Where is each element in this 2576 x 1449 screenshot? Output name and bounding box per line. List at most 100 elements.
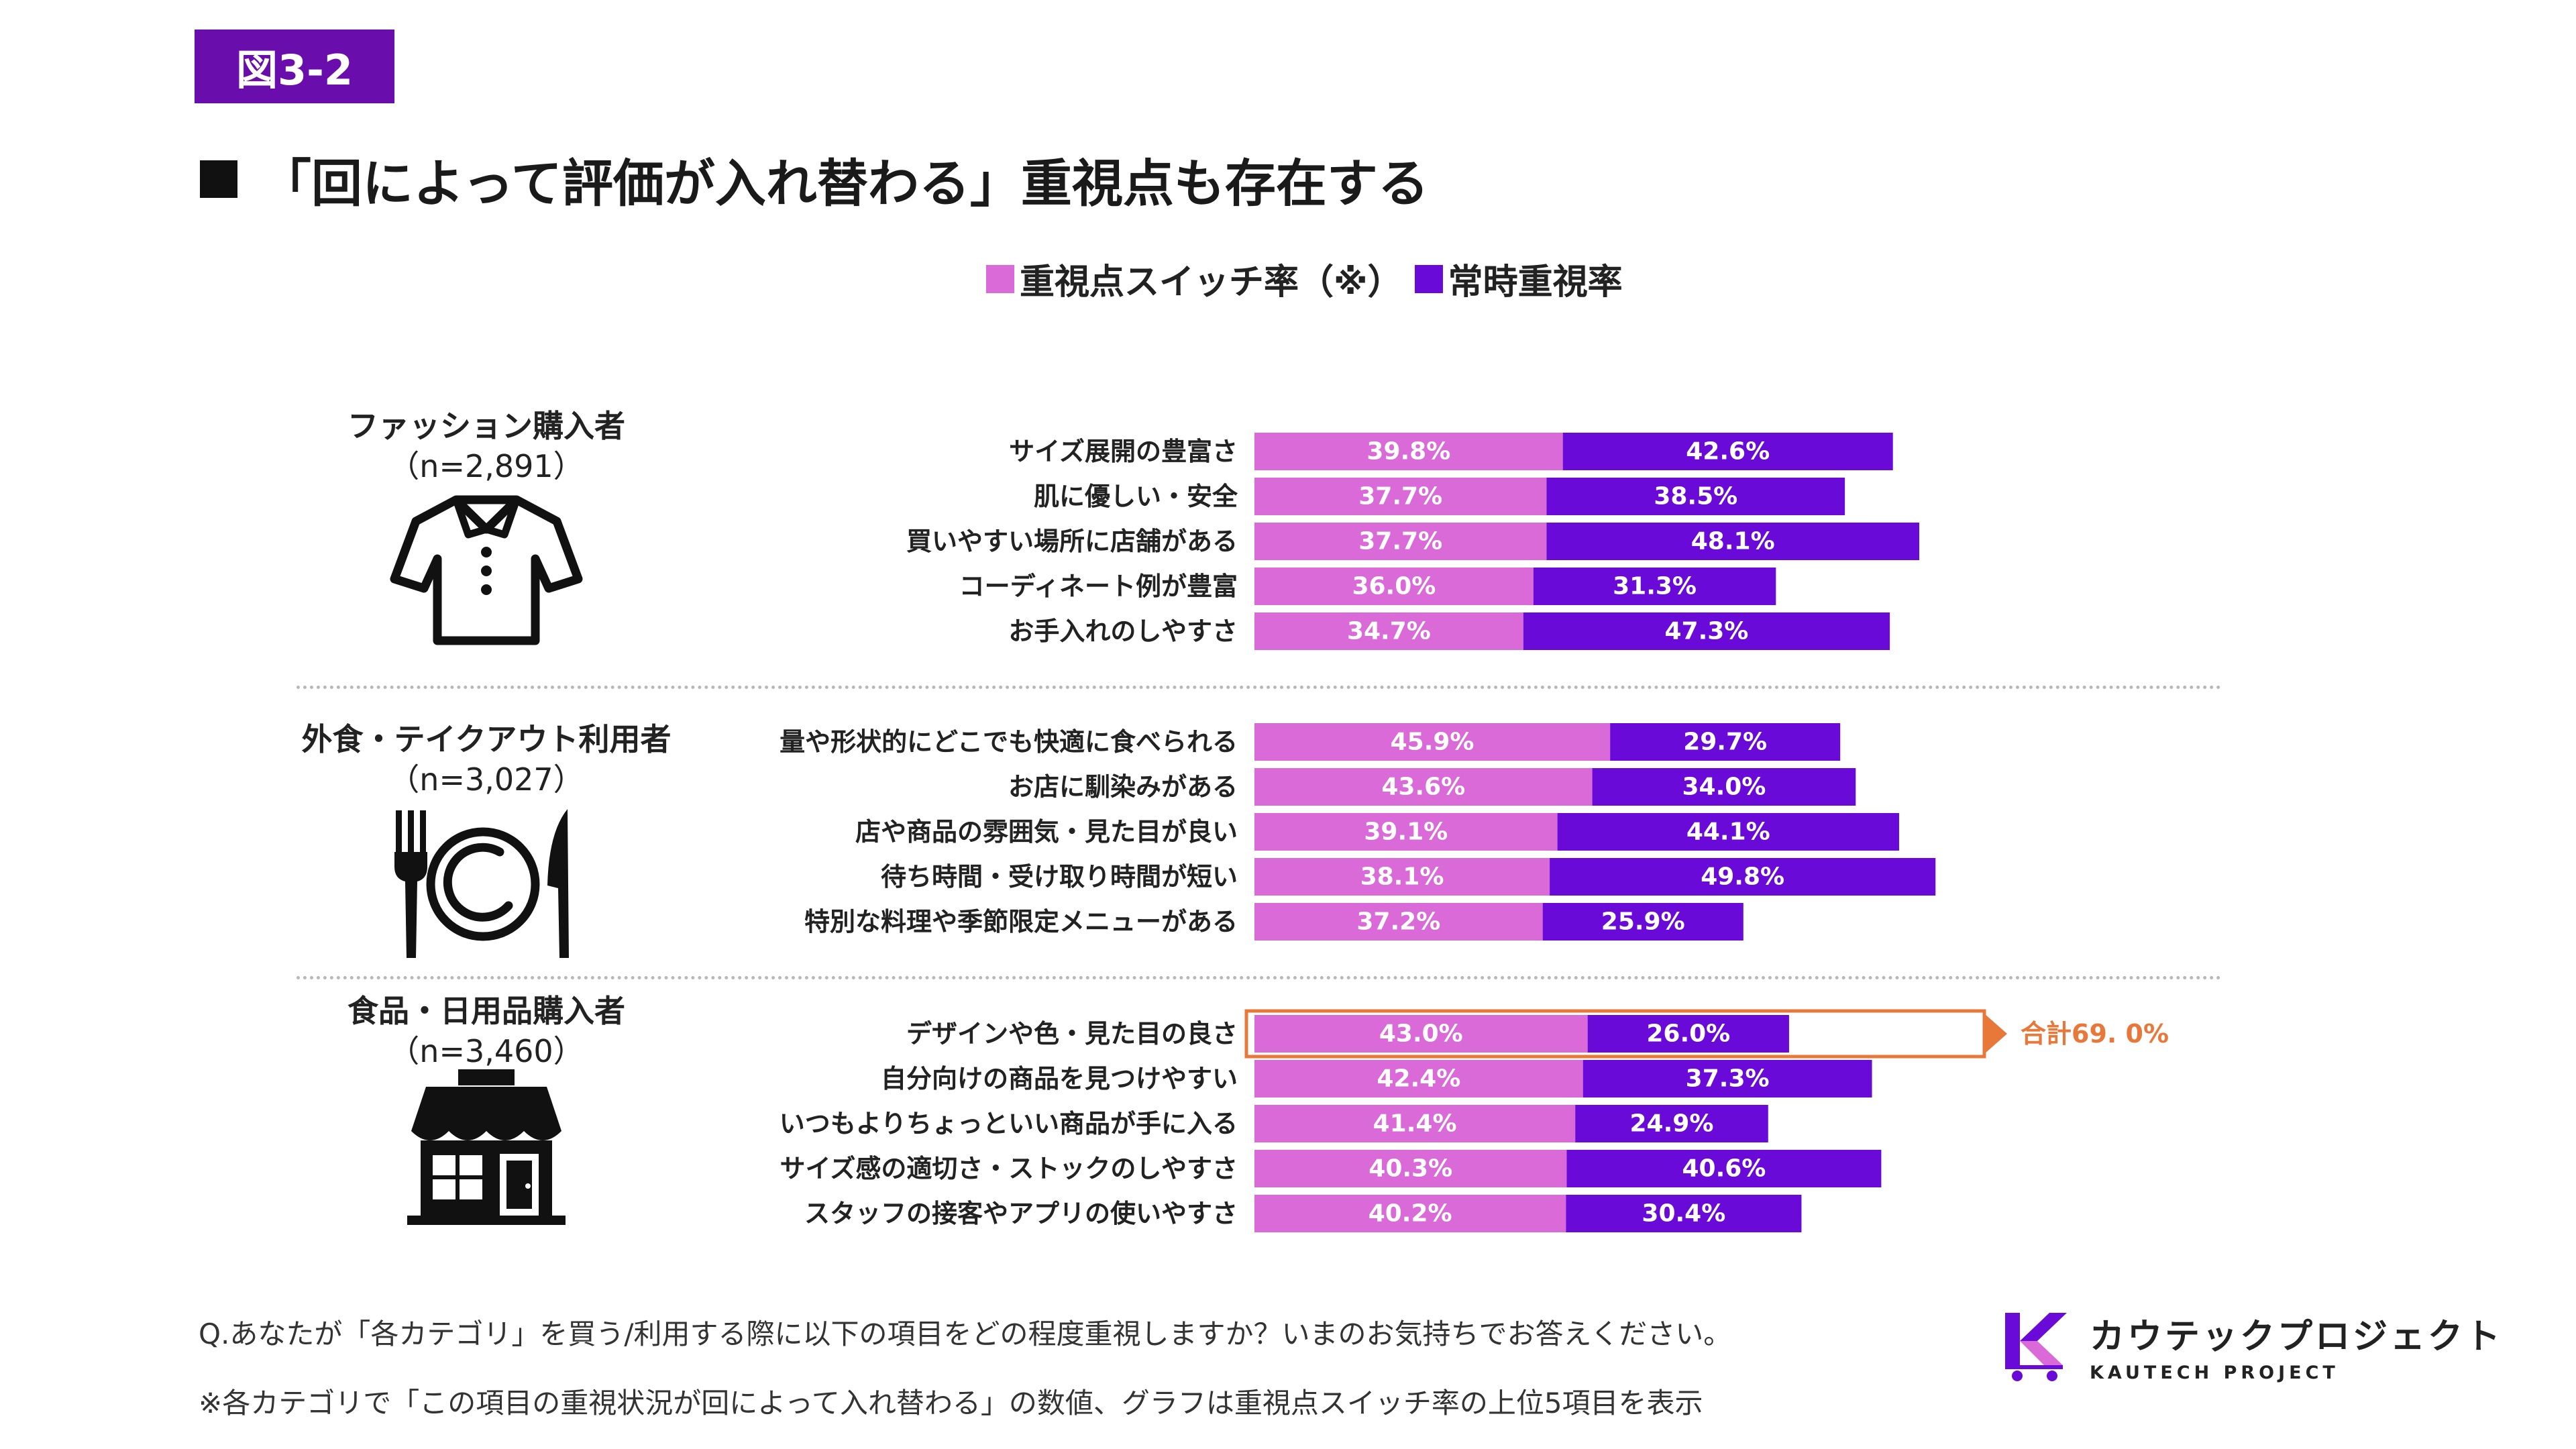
data-label-switch: 43.6% [1381,773,1465,801]
bar-always-rate [1587,1015,1789,1053]
data-label-switch: 37.7% [1358,528,1442,555]
category-label: 特別な料理や季節限定メニューがある [804,907,1238,936]
category-label: 買いやすい場所に店舗がある [906,527,1238,556]
data-label-switch: 40.3% [1368,1155,1452,1183]
data-label-always: 49.8% [1701,863,1784,891]
bar-always-rate [1546,523,1919,560]
bar-switch-rate [1254,768,1593,806]
figure-label: 図3-2 [195,30,394,103]
headline-square-marker [200,160,237,198]
bar-switch-rate [1254,903,1543,941]
data-label-always: 47.3% [1664,618,1748,645]
data-label-switch: 37.2% [1356,908,1440,936]
category-label: サイズ展開の豊富さ [1009,437,1238,466]
survey-question-note: Q.あなたが「各カテゴリ」を買う/利用する際に以下の項目をどの程度重視しますか？… [199,1318,1732,1350]
bar-switch-rate [1254,1105,1576,1142]
bar-switch-rate [1254,523,1547,560]
data-label-switch: 39.1% [1364,818,1448,846]
bar-switch-rate [1254,858,1550,896]
category-label: 肌に優しい・安全 [1034,482,1238,511]
data-label-switch: 38.1% [1360,863,1444,891]
dining-icon [394,809,569,958]
category-label: お手入れのしやすさ [1008,616,1238,646]
data-label-switch: 36.0% [1352,573,1436,600]
legend-swatch-switch [986,264,1014,293]
bar-always-rate [1566,1195,1802,1232]
group-name: 外食・テイクアウト利用者 [301,721,672,757]
bar-always-rate [1546,478,1845,515]
group-header-dining: 外食・テイクアウト利用者 （n=3,027） [245,719,728,800]
bar-always-rate [1566,1150,1882,1187]
data-label-always: 26.0% [1646,1020,1730,1048]
category-label: スタッフの接客やアプリの使いやすさ [804,1199,1238,1228]
bar-switch-rate [1254,1195,1566,1232]
category-label: デザインや色・見た目の良さ [906,1019,1238,1049]
bar-always-rate [1592,768,1856,806]
legend-item-switch: 重視点スイッチ率（※） [986,254,1403,304]
data-label-always: 34.0% [1682,773,1766,801]
bar-always-rate [1575,1105,1768,1142]
bar-switch-rate [1254,478,1547,515]
logo-name-en: KAUTECH PROJECT [2090,1362,2339,1383]
bar-always-rate [1562,433,1893,470]
category-label: 待ち時間・受け取り時間が短い [881,862,1238,892]
data-label-always: 25.9% [1601,908,1685,936]
bar-switch-rate [1254,1015,1588,1053]
data-label-always: 29.7% [1683,729,1767,756]
chart-legend: 重視点スイッチ率（※） 常時重視率 [986,254,1635,304]
kautech-logo: カウテックプロジェクト KAUTECH PROJECT [2002,1308,2503,1383]
bar-switch-rate [1254,1060,1583,1097]
bar-switch-rate [1254,723,1611,761]
data-label-always: 42.6% [1686,438,1770,466]
legend-swatch-always [1414,264,1443,293]
data-label-switch: 37.7% [1358,483,1442,511]
group-sample-size: （n=3,460） [388,1033,584,1069]
method-footnote: ※各カテゴリで「この項目の重視状況が回によって入れ替わる」の数値、グラフは重視点… [199,1387,1703,1419]
group-header-fashion: ファッション購入者 （n=2,891） [245,406,728,486]
bar-always-rate [1582,1060,1872,1097]
legend-label-always: 常時重視率 [1448,262,1623,303]
data-label-always: 38.5% [1654,483,1737,511]
total-annotation: 合計69. 0% [2021,1019,2169,1049]
data-label-always: 24.9% [1630,1110,1714,1138]
group-name: ファッション購入者 [347,408,625,444]
bar-switch-rate [1254,1150,1567,1187]
group-separator [297,686,2222,689]
bar-switch-rate [1254,612,1523,650]
group-header-grocery: 食品・日用品購入者 （n=3,460） [245,991,728,1071]
data-label-always: 40.6% [1682,1155,1766,1183]
data-label-always: 37.3% [1686,1065,1770,1093]
data-label-always: 31.3% [1613,573,1697,600]
data-label-always: 30.4% [1642,1200,1725,1228]
category-label: 店や商品の雰囲気・見た目が良い [855,817,1238,847]
kautech-logo-mark [2005,1313,2067,1381]
category-label: お店に馴染みがある [1008,772,1238,802]
group-sample-size: （n=3,027） [388,761,584,798]
category-label: 量や形状的にどこでも快適に食べられる [780,727,1238,757]
store-icon [407,1069,566,1225]
data-label-switch: 42.4% [1377,1065,1460,1093]
bar-always-rate [1523,612,1890,650]
bar-switch-rate [1254,433,1563,470]
logo-name-jp: カウテックプロジェクト [2090,1317,2504,1357]
bar-always-rate [1550,858,1936,896]
data-label-switch: 43.0% [1379,1020,1463,1048]
data-label-switch: 39.8% [1366,438,1450,466]
shirt-icon [390,495,583,645]
category-label: サイズ感の適切さ・ストックのしやすさ [780,1154,1238,1183]
bar-always-rate [1557,813,1899,851]
legend-item-always: 常時重視率 [1414,254,1623,304]
headline-text: 「回によって評価が入れ替わる」重視点も存在する [260,154,1429,213]
group-name: 食品・日用品購入者 [347,993,625,1029]
data-label-always: 44.1% [1686,818,1770,846]
group-sample-size: （n=2,891） [388,448,584,484]
data-label-switch: 45.9% [1391,729,1474,756]
group-separator [297,976,2222,979]
bar-always-rate [1610,723,1841,761]
bar-always-rate [1542,903,1743,941]
data-label-switch: 40.2% [1368,1200,1452,1228]
bar-always-rate [1533,568,1776,605]
bar-switch-rate [1254,568,1534,605]
category-label: 自分向けの商品を見つけやすい [881,1064,1238,1093]
